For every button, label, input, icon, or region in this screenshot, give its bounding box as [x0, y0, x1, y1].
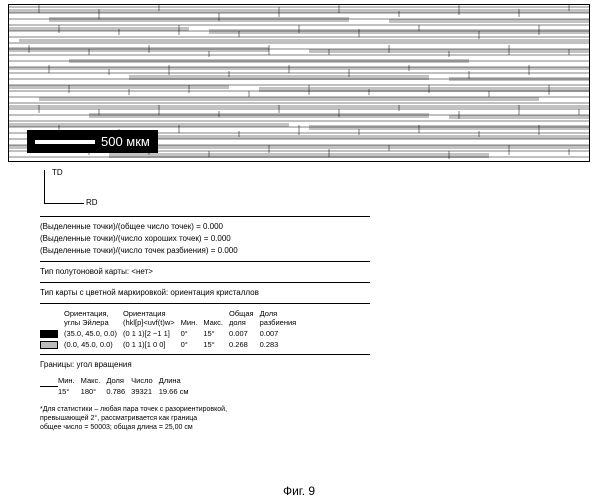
orient-row: (0.0, 45.0, 0.0) (0 1 1)[1 0 0] 0° 15° 0…: [40, 339, 302, 350]
footnote-l2: превышающей 2°, рассматривается как гран…: [40, 414, 300, 423]
orient-hdr-hkl: Ориентация (hkl[p]<uvf(t)w>: [123, 308, 181, 328]
swatch-icon: [40, 330, 58, 338]
colormap-label: Тип карты с цветной маркировкой: ориента…: [40, 287, 370, 299]
scale-bar: 500 мкм: [27, 130, 158, 153]
bnd-hdr-min: Мин.: [58, 375, 81, 386]
bnd-hdr-frac: Доля: [106, 375, 131, 386]
stat-line-3: (Выделенные точки)/(число точек разбиени…: [40, 245, 370, 257]
orient-hdr-total: Общая доля: [229, 308, 260, 328]
orient-hdr-min: Мин.: [181, 308, 204, 328]
scale-bar-line: [35, 140, 95, 144]
orient-hdr-part: Доля разбиения: [260, 308, 303, 328]
micrograph-panel: 500 мкм: [8, 4, 590, 162]
axis-td-label: TD: [52, 168, 63, 177]
footnote-l3: общее число = 50003; общая длина = 25,00…: [40, 423, 300, 432]
figure-caption: Фиг. 9: [0, 484, 598, 498]
bnd-hdr-max: Макс.: [81, 375, 107, 386]
stat-line-2: (Выделенные точки)/(число хороших точек)…: [40, 233, 370, 245]
footnote-l1: *Для статистики – любая пара точек с раз…: [40, 405, 300, 414]
axis-rd-label: RD: [86, 198, 98, 207]
axis-vertical: [44, 170, 45, 204]
halftone-label: Тип полутоновой карты: <нет>: [40, 266, 370, 278]
boundaries-title: Границы: угол вращения: [40, 359, 370, 371]
orient-hdr-euler: Ориентация, углы Эйлера: [64, 308, 123, 328]
axis-key: TD RD: [40, 170, 100, 212]
orientation-table: Ориентация, углы Эйлера Ориентация (hkl[…: [40, 308, 302, 350]
axis-horizontal: [44, 203, 84, 204]
swatch-icon: [40, 341, 58, 349]
orient-hdr-max: Макс.: [203, 308, 229, 328]
footnote: *Для статистики – любая пара точек с раз…: [40, 405, 300, 432]
stat-line-1: (Выделенные точки)/(общее число точек) =…: [40, 221, 370, 233]
bnd-hdr-count: Число: [131, 375, 159, 386]
info-block: (Выделенные точки)/(общее число точек) =…: [40, 216, 370, 397]
bnd-hdr-length: Длина: [159, 375, 195, 386]
scale-bar-label: 500 мкм: [101, 134, 150, 149]
bnd-row: 15° 180° 0.786 39321 19.66 см: [40, 386, 195, 397]
boundaries-table: Мин. Макс. Доля Число Длина 15° 180° 0.7…: [40, 375, 195, 397]
orient-row: (35.0, 45.0, 0.0) (0 1 1)[2 −1 1] 0° 15°…: [40, 328, 302, 339]
